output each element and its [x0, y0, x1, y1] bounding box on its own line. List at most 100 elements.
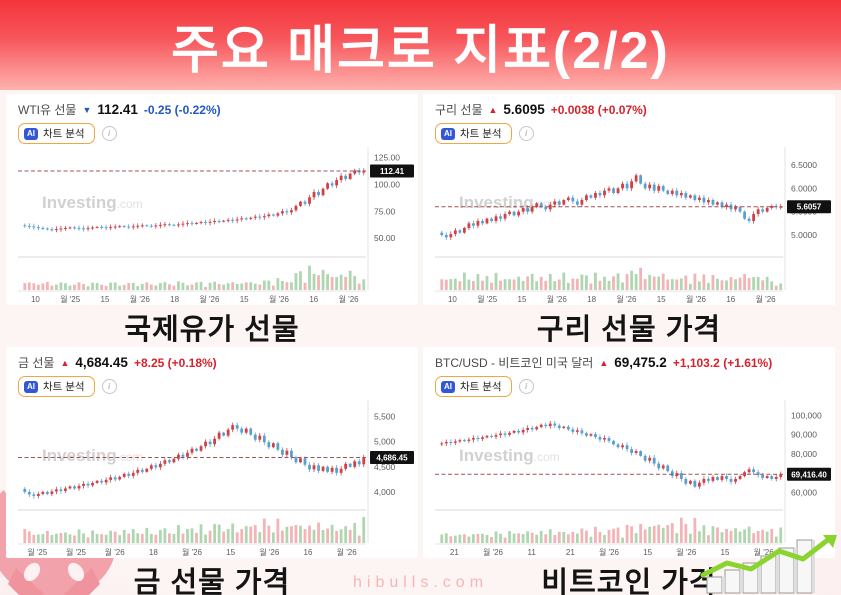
y-axis-tick-label: 50.00: [374, 233, 396, 243]
x-axis-tick-label: 월 '25: [477, 294, 498, 304]
x-axis-tick-label: 월 '26: [259, 547, 280, 557]
title-banner: 주요 매크로 지표(2/2): [0, 0, 841, 90]
current-price-badge: [787, 467, 831, 481]
x-axis-tick-label: 15: [518, 295, 527, 304]
y-axis-tick-label: 4,500: [374, 462, 396, 472]
x-axis-tick-label: 11: [528, 548, 537, 557]
x-axis-tick-label: 월 '26: [199, 294, 220, 304]
chart-caption: 금 선물 가격: [133, 567, 291, 595]
price-change: +1,103.2 (+1.61%): [672, 356, 773, 370]
chart-caption: 구리 선물 가격: [536, 314, 722, 346]
ai-icon: AI: [441, 127, 455, 140]
instrument-price: 112.41: [97, 102, 138, 117]
y-axis-tick-label: 125.00: [374, 152, 400, 162]
x-axis-tick-label: 월 '26: [483, 547, 504, 557]
site-watermark: hibulls.com: [352, 574, 489, 591]
price-change: +8.25 (+0.18%): [133, 356, 217, 370]
ai-chart-analysis-button[interactable]: AI 차트 분석: [18, 123, 95, 144]
y-axis-tick-label: 5,000: [374, 437, 396, 447]
current-price-badge-value: 5.6057: [797, 203, 822, 212]
x-axis-tick-label: 16: [309, 295, 318, 304]
instrument-name: 구리 선물: [435, 103, 483, 117]
instrument-name: 금 선물: [18, 356, 55, 370]
ai-chart-analysis-button[interactable]: AI 차트 분석: [18, 376, 95, 397]
x-axis-tick-label: 월 '26: [105, 547, 126, 557]
chart-caption: 국제유가 선물: [124, 314, 300, 346]
x-axis-tick-label: 월 '26: [676, 547, 697, 557]
candlestick-series: [440, 420, 783, 490]
x-axis-tick-label: 18: [149, 548, 158, 557]
candlestick-chart[interactable]: Investing.com 125.00 100.00 75.00 50.00 112.4…: [18, 147, 416, 305]
x-axis-tick-label: 월 '26: [337, 547, 358, 557]
info-icon[interactable]: i: [101, 126, 117, 141]
current-price-badge: [787, 200, 831, 214]
instrument-price: 4,684.45: [75, 355, 128, 370]
volume-bars: [440, 267, 783, 290]
instrument-name: BTC/USD - 비트코인 미국 달러: [435, 356, 594, 370]
chart-caption: 비트코인 가격: [541, 567, 717, 595]
chart-card: 금 선물 ▲ 4,684.45 +8.25 (+0.18%) AI 차트 분석 …: [6, 347, 418, 558]
instrument-price: 5.6095: [503, 102, 545, 117]
x-axis-tick-label: 16: [304, 548, 313, 557]
x-axis-tick-label: 18: [587, 295, 596, 304]
price-direction-arrow: ▼: [82, 105, 92, 115]
ai-button-label: 차트 분석: [43, 381, 85, 393]
current-price-badge-value: 69,416.40: [791, 470, 827, 479]
info-icon[interactable]: i: [101, 379, 117, 394]
y-axis-tick-label: 4,000: [374, 487, 396, 497]
price-direction-arrow: ▲: [599, 358, 609, 368]
ai-button-label: 차트 분석: [460, 381, 502, 393]
x-axis-tick-label: 월 '26: [754, 547, 775, 557]
x-axis-tick-label: 월 '26: [599, 547, 620, 557]
x-axis-tick-label: 월 '26: [756, 294, 777, 304]
x-axis-tick-label: 15: [226, 548, 235, 557]
price-change: +0.0038 (+0.07%): [550, 103, 647, 117]
price-change: -0.25 (-0.22%): [143, 103, 221, 117]
chart-panel-bitcoin: BTC/USD - 비트코인 미국 달러 ▲ 69,475.2 +1,103.2…: [423, 347, 835, 595]
y-axis-tick-label: 100,000: [791, 411, 822, 421]
x-axis-tick-label: 10: [448, 295, 457, 304]
y-axis-tick-label: 6.5000: [791, 160, 817, 170]
x-axis-tick-label: 월 '26: [269, 294, 290, 304]
candlestick-chart[interactable]: Investing.com6.50006.00005.50005.00005.6…: [435, 147, 833, 305]
investing-watermark: Investing.com: [459, 446, 560, 465]
x-axis-tick-label: 18: [170, 295, 179, 304]
x-axis-tick-label: 10: [31, 295, 40, 304]
x-axis-tick-label: 월 '26: [130, 294, 151, 304]
x-axis-tick-label: 21: [450, 548, 459, 557]
ai-icon: AI: [24, 127, 38, 140]
x-axis-tick-label: 월 '26: [547, 294, 568, 304]
info-icon[interactable]: i: [518, 126, 534, 141]
volume-bars: [23, 517, 366, 543]
y-axis-tick-label: 90,000: [791, 430, 817, 440]
current-price-badge-value: 4,686.45: [376, 453, 408, 462]
ai-button-label: 차트 분석: [43, 128, 85, 140]
chart-panel-wti: WTI유 선물 ▼ 112.41 -0.25 (-0.22%) AI 차트 분석…: [6, 94, 418, 346]
info-icon[interactable]: i: [518, 379, 534, 394]
y-axis-tick-label: 5,500: [374, 412, 396, 422]
x-axis-tick-label: 월 '25: [66, 547, 87, 557]
page-title: 주요 매크로 지표(2/2): [171, 21, 670, 80]
candlestick-chart[interactable]: Investing.com 5,500 5,000 4,500 4,000 4,686.4…: [18, 400, 416, 558]
chart-card: WTI유 선물 ▼ 112.41 -0.25 (-0.22%) AI 차트 분석…: [6, 94, 418, 305]
current-price-badge: [370, 450, 414, 464]
x-axis-tick-label: 15: [240, 295, 249, 304]
x-axis-tick-label: 월 '26: [339, 294, 360, 304]
x-axis-tick-label: 16: [726, 295, 735, 304]
volume-bars: [23, 265, 366, 290]
candlestick-chart[interactable]: Investing.com 100,000 90,000 80,000 60,000 69…: [435, 400, 833, 558]
ai-chart-analysis-button[interactable]: AI 차트 분석: [435, 376, 512, 397]
ai-chart-analysis-button[interactable]: AI 차트 분석: [435, 123, 512, 144]
chart-card: BTC/USD - 비트코인 미국 달러 ▲ 69,475.2 +1,103.2…: [423, 347, 835, 558]
investing-watermark: Investing.com: [42, 446, 143, 465]
y-axis-tick-label: 100.00: [374, 179, 400, 189]
current-price-badge-value: 112.41: [380, 167, 405, 176]
x-axis-tick-label: 15: [643, 548, 652, 557]
volume-bars: [440, 517, 783, 543]
ai-button-label: 차트 분석: [460, 128, 502, 140]
y-axis-tick-label: 60,000: [791, 487, 817, 497]
ai-icon: AI: [441, 380, 455, 393]
x-axis-tick-label: 월 '26: [686, 294, 707, 304]
growth-chart-graphic: [700, 535, 837, 594]
